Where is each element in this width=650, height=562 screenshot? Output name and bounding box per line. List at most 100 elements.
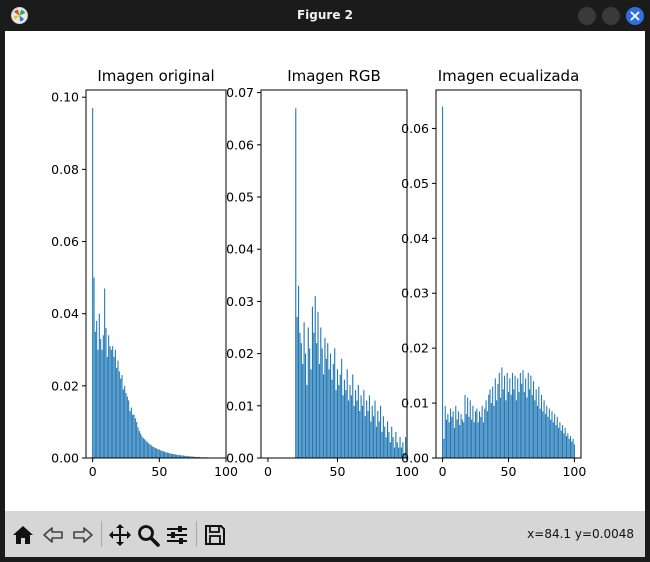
histogram-bar bbox=[130, 407, 132, 458]
histogram-bar bbox=[543, 400, 545, 458]
histogram-bar bbox=[396, 442, 398, 458]
histogram-bar bbox=[314, 296, 316, 458]
histogram-bar bbox=[529, 389, 531, 458]
histogram-bar bbox=[172, 454, 174, 458]
histogram-bar bbox=[498, 372, 500, 458]
histogram-bar bbox=[96, 320, 98, 458]
matplotlib-logo-icon bbox=[11, 7, 28, 24]
close-icon[interactable] bbox=[626, 7, 644, 25]
histogram-bar bbox=[164, 451, 166, 458]
save-icon[interactable] bbox=[203, 523, 227, 547]
x-tick-label: 100 bbox=[214, 464, 238, 479]
y-tick-label: 0.08 bbox=[51, 162, 79, 177]
histogram-bar bbox=[373, 416, 375, 458]
histogram-bar bbox=[106, 356, 108, 458]
histogram-bar bbox=[456, 419, 458, 458]
subplot-1: 0 50 100 0.00 0.02 0.04 0.06 0.08 0.10 Imagen ori… bbox=[51, 67, 238, 479]
histogram-bar bbox=[140, 433, 142, 458]
histogram-bar bbox=[504, 375, 506, 458]
histogram-bar bbox=[297, 285, 300, 458]
histogram-bar bbox=[126, 396, 128, 458]
histogram-bar bbox=[522, 370, 524, 458]
histogram-bar bbox=[382, 416, 384, 458]
histogram-bar bbox=[161, 450, 163, 458]
subplot-3: 0 50 100 0.00 0.01 0.02 0.03 0.04 0.05 0.06 Imagen… bbox=[401, 67, 586, 479]
histogram-bar bbox=[359, 411, 361, 458]
zoom-icon[interactable] bbox=[136, 523, 160, 547]
histogram-bar bbox=[355, 390, 357, 458]
histogram-bar bbox=[177, 454, 179, 458]
histogram-bar bbox=[564, 427, 566, 458]
y-tick-label: 0.10 bbox=[51, 90, 79, 105]
y-tick-label: 0.03 bbox=[226, 294, 254, 309]
histogram-bar bbox=[108, 335, 110, 458]
y-tick-label: 0.07 bbox=[226, 85, 254, 100]
histogram-bar bbox=[303, 322, 305, 458]
home-icon[interactable] bbox=[11, 523, 35, 547]
histogram-bar bbox=[182, 455, 184, 458]
y-tick-label: 0.03 bbox=[401, 286, 429, 301]
histogram-bar bbox=[457, 411, 459, 458]
configure-subplots-icon[interactable] bbox=[165, 523, 189, 547]
histogram-bar bbox=[148, 443, 150, 458]
histogram-bar bbox=[533, 381, 535, 458]
histogram-bar bbox=[112, 346, 114, 458]
histogram-bar bbox=[467, 397, 469, 458]
figure-canvas[interactable]: 0 50 100 0.00 0.02 0.04 0.06 0.08 0.10 Imagen ori… bbox=[5, 31, 645, 511]
minimize-icon[interactable] bbox=[578, 7, 596, 25]
histogram-bar bbox=[125, 393, 127, 458]
histogram-bar bbox=[469, 400, 471, 458]
histogram-bar bbox=[480, 416, 482, 458]
histogram-bar bbox=[368, 395, 371, 458]
histogram-bar bbox=[488, 394, 490, 458]
histogram-bar bbox=[446, 419, 448, 458]
histogram-bar bbox=[531, 394, 533, 458]
histogram-bar bbox=[97, 349, 99, 458]
histogram-bar bbox=[296, 317, 298, 458]
histogram-bar bbox=[556, 416, 558, 458]
histogram-bar bbox=[526, 397, 528, 458]
histogram-bar bbox=[473, 422, 475, 458]
histogram-bar bbox=[349, 384, 351, 458]
histogram-bar bbox=[198, 456, 200, 458]
histogram-bar bbox=[299, 332, 301, 458]
axes-frame bbox=[260, 89, 408, 459]
pan-icon[interactable] bbox=[108, 523, 132, 547]
histogram-bar bbox=[302, 364, 304, 458]
histogram-bar bbox=[572, 438, 574, 458]
title-bar[interactable]: Figure 2 bbox=[0, 0, 650, 31]
back-arrow-icon[interactable] bbox=[41, 523, 65, 547]
histogram-bar bbox=[141, 436, 143, 458]
maximize-icon[interactable] bbox=[602, 7, 620, 25]
histogram-bar bbox=[540, 394, 542, 458]
y-tick-label: 0.02 bbox=[51, 378, 79, 393]
y-tick-label: 0.02 bbox=[226, 346, 254, 361]
histogram-bar bbox=[442, 106, 444, 458]
histogram-bar bbox=[92, 108, 94, 458]
histogram-bar bbox=[464, 394, 466, 458]
histogram-bar bbox=[128, 400, 130, 458]
histogram-bar bbox=[327, 343, 329, 458]
histogram-bar bbox=[110, 349, 112, 458]
y-tick-label: 0.04 bbox=[226, 242, 254, 257]
histogram-bar bbox=[523, 392, 525, 458]
histogram-bar bbox=[184, 455, 186, 458]
subplot-title: Imagen original bbox=[97, 67, 214, 85]
histogram-bar bbox=[398, 447, 400, 458]
histogram-bar bbox=[138, 430, 140, 458]
histogram-bar bbox=[196, 456, 198, 458]
histogram-bar bbox=[109, 346, 111, 458]
y-tick-label: 0.01 bbox=[226, 398, 254, 413]
histogram-bar bbox=[122, 389, 124, 458]
histogram-bar bbox=[551, 411, 553, 458]
histogram-bar bbox=[563, 433, 565, 458]
histogram-bar bbox=[518, 392, 520, 458]
x-tick-label: 0 bbox=[89, 464, 97, 479]
histogram-bar bbox=[146, 442, 148, 458]
histogram-bar bbox=[505, 400, 507, 458]
histogram-bar bbox=[342, 395, 344, 458]
forward-arrow-icon[interactable] bbox=[71, 523, 95, 547]
histogram-bar bbox=[565, 436, 568, 458]
x-tick-label: 50 bbox=[501, 464, 517, 479]
axes-frame bbox=[85, 89, 227, 459]
